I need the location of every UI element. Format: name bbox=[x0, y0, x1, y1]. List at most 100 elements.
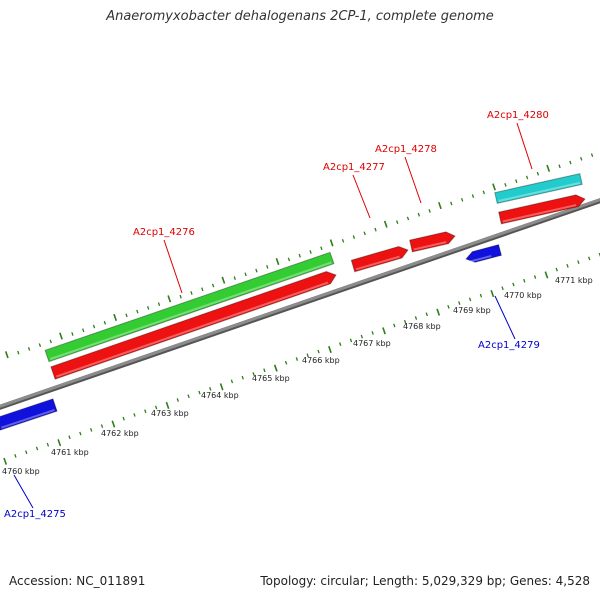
scale-label: 4767 kbp bbox=[353, 339, 391, 348]
outer-tick-minor-tick bbox=[395, 220, 399, 225]
outer-tick-minor-tick bbox=[136, 309, 139, 314]
outer-tick-major-tick bbox=[329, 239, 334, 247]
outer-tick-minor-tick bbox=[482, 190, 485, 195]
outer-tick-minor-tick bbox=[211, 283, 215, 288]
outer-tick-minor-tick bbox=[515, 179, 518, 184]
inner-tick-minor-tick bbox=[154, 405, 158, 410]
inner-tick-minor-tick bbox=[588, 256, 591, 261]
inner-tick-minor-tick bbox=[317, 349, 320, 354]
gene-leader-line bbox=[163, 239, 183, 294]
gene-feature-A2cp1_4275 bbox=[0, 398, 58, 431]
inner-tick-minor-tick bbox=[577, 260, 580, 264]
inner-tick-minor-tick bbox=[209, 386, 212, 391]
outer-tick-minor-tick bbox=[201, 287, 204, 292]
outer-tick-major-tick bbox=[383, 220, 388, 228]
outer-tick-minor-tick bbox=[471, 194, 475, 198]
inner-tick-minor-tick bbox=[371, 331, 374, 335]
backbone-layer bbox=[0, 198, 600, 410]
scale-label: 4768 kbp bbox=[403, 322, 441, 331]
outer-tick-minor-tick bbox=[460, 197, 464, 202]
outer-tick-minor-tick bbox=[320, 246, 323, 251]
inner-tick-minor-tick bbox=[252, 372, 255, 376]
inner-tick-minor-tick bbox=[133, 413, 136, 417]
inner-tick-major-tick bbox=[490, 290, 495, 298]
outer-tick-minor-tick bbox=[103, 320, 107, 325]
accession-text: Accession: NC_011891 bbox=[9, 574, 146, 588]
outer-tick-major-tick bbox=[492, 183, 496, 191]
outer-tick-minor-tick bbox=[341, 238, 345, 243]
inner-tick-minor-tick bbox=[447, 304, 450, 309]
inner-tick-minor-tick bbox=[566, 263, 569, 268]
gene-feature-A2cp1_4280-rna bbox=[494, 173, 583, 204]
outer-tick-minor-tick bbox=[569, 160, 572, 165]
gene-leader-line bbox=[404, 156, 422, 204]
inner-tick-minor-tick bbox=[284, 360, 288, 365]
inner-tick-major-tick bbox=[382, 327, 386, 335]
outer-tick-minor-tick bbox=[125, 313, 128, 318]
outer-tick-major-tick bbox=[167, 295, 172, 303]
gene-feature-A2cp1_4276-rna bbox=[44, 251, 335, 363]
outer-tick-minor-tick bbox=[266, 265, 269, 269]
inner-tick-major-tick bbox=[544, 271, 549, 279]
label-layer: 4760 kbp 4761 kbp 4762 kbp 4763 kbp 4764 kbp… bbox=[2, 110, 593, 520]
outer-tick-minor-tick bbox=[157, 302, 161, 307]
outer-tick-minor-tick bbox=[298, 253, 301, 258]
inner-tick-major-tick bbox=[57, 439, 62, 447]
outer-tick-minor-tick bbox=[233, 276, 236, 280]
outer-tick-minor-tick bbox=[255, 268, 258, 273]
gene-label-A2cp1_4277: A2cp1_4277 bbox=[323, 162, 385, 173]
inner-tick-minor-tick bbox=[501, 286, 504, 291]
scale-label: 4769 kbp bbox=[453, 306, 491, 315]
inner-tick-minor-tick bbox=[25, 450, 28, 455]
inner-tick-major-tick bbox=[273, 364, 278, 372]
outer-tick-major-tick bbox=[221, 276, 226, 284]
inner-tick-minor-tick bbox=[14, 454, 17, 458]
scale-label: 4763 kbp bbox=[151, 409, 189, 418]
outer-tick-major-tick bbox=[59, 332, 63, 340]
inner-tick-minor-tick bbox=[144, 409, 147, 414]
map-title: Anaeromyxobacter dehalogenans 2CP-1, com… bbox=[106, 9, 494, 24]
inner-tick-minor-tick bbox=[349, 338, 353, 343]
outer-tick-minor-tick bbox=[417, 212, 421, 217]
gene-feature-A2cp1_4277 bbox=[350, 245, 409, 273]
inner-tick-minor-tick bbox=[89, 427, 93, 432]
outer-tick-minor-tick bbox=[146, 306, 150, 310]
gene-leader-line bbox=[516, 122, 533, 170]
outer-tick-minor-tick bbox=[406, 216, 410, 221]
outer-tick-minor-tick bbox=[179, 294, 182, 299]
outer-tick-minor-tick bbox=[428, 209, 431, 213]
inner-tick-minor-tick bbox=[79, 431, 82, 436]
inner-tick-major-tick bbox=[436, 308, 441, 316]
inner-tick-minor-tick bbox=[512, 282, 515, 287]
inner-tick-minor-tick bbox=[241, 375, 244, 380]
inner-tick-minor-tick bbox=[187, 394, 190, 399]
outer-tick-minor-tick bbox=[580, 156, 583, 161]
gene-feature-A2cp1_4276 bbox=[50, 270, 337, 380]
inner-tick-minor-tick bbox=[198, 390, 201, 395]
inner-tick-major-tick bbox=[219, 383, 224, 391]
inner-tick-minor-tick bbox=[176, 398, 179, 402]
outer-tick-minor-tick bbox=[558, 164, 561, 169]
inner-tick-minor-tick bbox=[100, 424, 104, 428]
inner-tick-minor-tick bbox=[533, 275, 537, 279]
scale-label: 4766 kbp bbox=[302, 356, 340, 365]
outer-tick-major-tick bbox=[4, 351, 9, 359]
inner-tick-minor-tick bbox=[46, 442, 50, 447]
outer-tick-minor-tick bbox=[287, 257, 291, 262]
inner-tick-minor-tick bbox=[403, 319, 407, 324]
outer-tick-minor-tick bbox=[525, 175, 529, 180]
inner-tick-minor-tick bbox=[263, 368, 266, 373]
gene-label-A2cp1_4280: A2cp1_4280 bbox=[487, 110, 549, 121]
gene-leader-line bbox=[13, 474, 34, 509]
inner-tick-major-tick bbox=[328, 345, 332, 354]
scale-label: 4764 kbp bbox=[201, 391, 239, 400]
inner-tick-minor-tick bbox=[425, 312, 428, 317]
inner-tick-minor-tick bbox=[479, 293, 483, 298]
gene-feature-A2cp1_4278 bbox=[409, 231, 456, 253]
feature-layer bbox=[0, 173, 586, 431]
outer-tick-major-tick bbox=[275, 257, 280, 266]
outer-tick-major-tick bbox=[546, 164, 551, 172]
inner-tick-major-tick bbox=[111, 420, 116, 428]
outer-tick-minor-tick bbox=[92, 324, 96, 329]
